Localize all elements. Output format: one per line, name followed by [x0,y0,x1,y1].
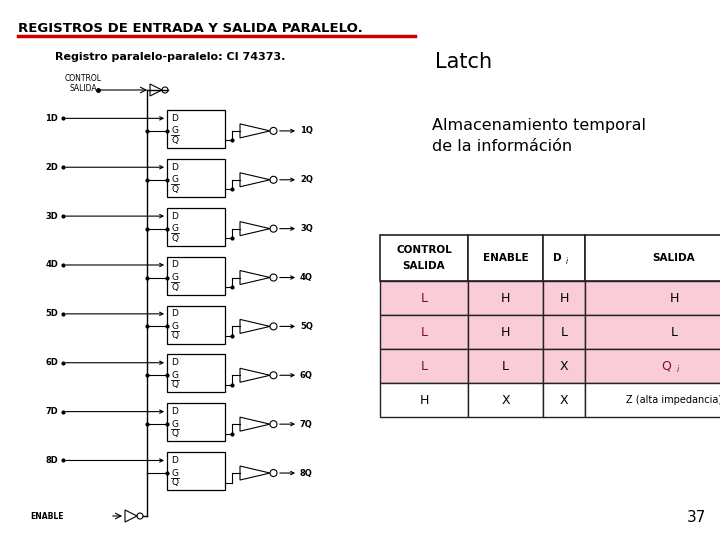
Text: G: G [171,469,178,477]
Text: 3D: 3D [45,212,58,221]
Bar [543,315,585,349]
Bar [543,383,585,417]
Bar [167,306,225,343]
Bar [167,452,225,490]
Text: L: L [420,360,428,373]
Text: D: D [171,407,178,416]
Text: SALIDA: SALIDA [653,253,696,263]
Bar [167,208,225,246]
Text: 3Q: 3Q [300,224,312,233]
Text: G: G [171,176,178,184]
Text: 8D: 8D [45,456,58,465]
Text: Q: Q [171,234,178,242]
Text: H: H [501,326,510,339]
Text: Q: Q [171,136,178,145]
Text: L: L [670,326,678,339]
Text: SALIDA: SALIDA [402,261,445,271]
Text: 5D: 5D [45,309,58,319]
Text: G: G [171,322,178,331]
Bar [468,315,543,349]
Text: H: H [670,292,679,305]
Text: 1Q: 1Q [300,126,313,136]
Text: 5Q: 5Q [300,322,313,331]
Text: REGISTROS DE ENTRADA Y SALIDA PARALELO.: REGISTROS DE ENTRADA Y SALIDA PARALELO. [18,22,363,35]
Text: Q: Q [171,332,178,340]
Text: D: D [171,358,178,367]
Text: X: X [559,360,568,373]
Text: X: X [559,394,568,407]
Text: 2D: 2D [45,163,58,172]
Text: D: D [171,212,178,221]
Bar [380,315,468,349]
Bar [167,354,225,393]
Text: 6D: 6D [45,358,58,367]
Text: Z (alta impedancia): Z (alta impedancia) [626,395,720,405]
Text: G: G [171,126,178,136]
Bar [543,281,585,315]
Text: D: D [171,260,178,269]
Bar [167,256,225,295]
Text: Q: Q [661,360,671,373]
Bar [543,235,585,281]
Text: G: G [171,224,178,233]
Text: L: L [420,292,428,305]
Text: i: i [566,258,568,267]
Text: D: D [171,114,178,123]
Text: Q: Q [171,478,178,487]
Bar [468,383,543,417]
Text: Q: Q [171,282,178,292]
Bar [380,235,468,281]
Text: CONTROL: CONTROL [396,245,452,255]
Text: H: H [501,292,510,305]
Bar [167,403,225,441]
Text: 7D: 7D [45,407,58,416]
Text: Almacenamiento temporal
de la információn: Almacenamiento temporal de la információ… [432,118,646,154]
Bar [543,349,585,383]
Text: 4Q: 4Q [300,273,313,282]
Text: L: L [502,360,509,373]
Text: Registro paralelo-paralelo: CI 74373.: Registro paralelo-paralelo: CI 74373. [55,52,285,62]
Bar [585,235,720,281]
Bar [468,281,543,315]
Text: 8Q: 8Q [300,469,312,477]
Bar [380,349,468,383]
Text: Latch: Latch [435,52,492,72]
Text: ENABLE: ENABLE [482,253,528,263]
Text: Q: Q [171,429,178,438]
Text: D: D [171,309,178,319]
Text: L: L [420,326,428,339]
Text: X: X [501,394,510,407]
Text: 1D: 1D [45,114,58,123]
Text: G: G [171,371,178,380]
Bar [380,383,468,417]
Text: 37: 37 [687,510,706,525]
Text: Q: Q [171,380,178,389]
Text: 7Q: 7Q [300,420,312,429]
Text: CONTROL
SALIDA: CONTROL SALIDA [65,74,102,93]
Text: D: D [171,456,178,465]
Text: D: D [554,253,562,263]
Text: H: H [559,292,569,305]
Bar [585,349,720,383]
Bar [167,159,225,197]
Text: 4D: 4D [45,260,58,269]
Text: D: D [171,163,178,172]
Text: 2Q: 2Q [300,176,313,184]
Bar [585,281,720,315]
Bar [468,349,543,383]
Text: Q: Q [171,185,178,194]
Text: H: H [419,394,428,407]
Bar [167,110,225,148]
Text: G: G [171,420,178,429]
Text: G: G [171,273,178,282]
Bar [585,315,720,349]
Bar [380,281,468,315]
Text: L: L [560,326,567,339]
Text: 6Q: 6Q [300,371,313,380]
Text: i: i [677,366,680,375]
Bar [585,383,720,417]
Text: ENABLE: ENABLE [30,512,63,521]
Bar [468,235,543,281]
